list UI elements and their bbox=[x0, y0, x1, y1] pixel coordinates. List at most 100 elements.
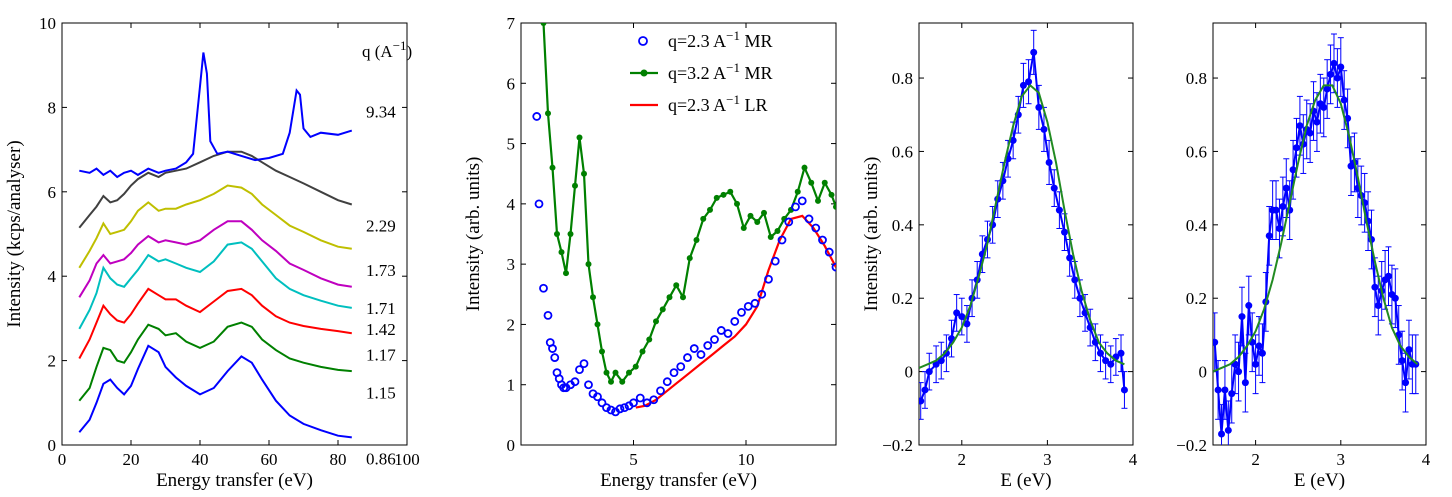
series-point-q23-mr bbox=[584, 380, 593, 390]
fit-line bbox=[919, 83, 1125, 369]
series-point-q23-mr bbox=[777, 235, 787, 245]
y-tick-label: 0 bbox=[905, 363, 914, 382]
x-tick-label: 5 bbox=[629, 450, 638, 469]
data-point bbox=[1218, 430, 1226, 438]
y-tick-label: −0.2 bbox=[1176, 436, 1207, 455]
data-point bbox=[919, 397, 925, 405]
data-point bbox=[1241, 379, 1249, 387]
series-point-q32-mr bbox=[686, 255, 693, 262]
data-point bbox=[942, 349, 950, 357]
y-axis-label: Intensity (arb. units) bbox=[861, 157, 882, 312]
data-point bbox=[1025, 78, 1033, 86]
series-point-q32-mr bbox=[828, 191, 835, 198]
axes-frame bbox=[1212, 22, 1427, 446]
series-point-q23-mr bbox=[550, 353, 560, 362]
series-point-q23-mr bbox=[824, 247, 834, 257]
series-point-q23-mr bbox=[716, 326, 726, 335]
series-label-q-1-71: 1.71 bbox=[366, 299, 396, 318]
data-point bbox=[1374, 302, 1382, 310]
data-point bbox=[1224, 426, 1232, 434]
series-point-q23-mr bbox=[629, 398, 638, 408]
data-point bbox=[1282, 184, 1290, 192]
series-point-q23-mr bbox=[811, 223, 821, 233]
data-point bbox=[1333, 74, 1341, 82]
data-point bbox=[1272, 206, 1280, 214]
series-point-q23-mr bbox=[723, 329, 733, 338]
data-point bbox=[1030, 48, 1038, 56]
series-point-q32-mr bbox=[603, 369, 610, 376]
x-tick-label: 0 bbox=[58, 450, 67, 469]
series-point-q32-mr bbox=[821, 179, 828, 186]
series-point-q23-mr bbox=[539, 283, 548, 293]
series-point-q32-mr bbox=[581, 170, 587, 177]
series-point-q32-mr bbox=[540, 23, 547, 26]
series-line-q23-lr bbox=[635, 214, 836, 409]
series-point-q32-mr bbox=[608, 378, 614, 385]
y-tick-label: 0.6 bbox=[892, 142, 913, 161]
series-point-q23-mr bbox=[757, 289, 767, 299]
data-point bbox=[921, 386, 929, 394]
data-point bbox=[1019, 81, 1027, 89]
series-point-q23-mr bbox=[689, 344, 699, 353]
y-tick-label: 6 bbox=[507, 74, 516, 93]
series-point-q23-mr bbox=[532, 112, 542, 121]
data-point bbox=[1107, 360, 1115, 368]
series-line-q-2-29 bbox=[78, 150, 353, 229]
series-point-q32-mr bbox=[619, 378, 626, 385]
panel-fit-right: 2 3 4 −0.2 0 0.2 0.4 0.6 0.8 E (eV) bbox=[1176, 22, 1431, 491]
y-tick-label: 1 bbox=[507, 376, 516, 395]
data-point bbox=[1330, 59, 1338, 67]
series-label-q-9-34: 9.34 bbox=[366, 103, 396, 122]
x-axis-label: Energy transfer (eV) bbox=[156, 470, 313, 491]
series-point-q23-mr bbox=[548, 344, 557, 353]
y-axis-label: Intensity (kcps/analyser) bbox=[4, 140, 25, 327]
data-point bbox=[1235, 368, 1243, 376]
y-tick-label: 8 bbox=[48, 98, 57, 117]
series-point-q23-mr bbox=[656, 386, 665, 396]
y-tick-label: 0.8 bbox=[892, 69, 913, 88]
series-point-q23-mr bbox=[743, 301, 753, 311]
y-tick-label: 4 bbox=[48, 267, 57, 286]
series-point-q32-mr bbox=[585, 261, 592, 268]
y-tick-label: 2 bbox=[48, 352, 57, 371]
series-point-q32-mr bbox=[767, 234, 774, 241]
data-point bbox=[1292, 144, 1300, 152]
series-point-q32-mr bbox=[549, 164, 556, 171]
series-label-q-1-42: 1.42 bbox=[366, 320, 396, 339]
data-point bbox=[1213, 338, 1219, 346]
y-tick-label: 3 bbox=[507, 255, 516, 274]
x-tick-label: 100 bbox=[394, 450, 420, 469]
series-point-q32-mr bbox=[653, 318, 659, 325]
x-tick-label: 2 bbox=[1251, 450, 1260, 469]
series-point-q23-mr bbox=[804, 214, 814, 224]
y-tick-label: 0.4 bbox=[892, 216, 914, 235]
series-point-q23-mr bbox=[770, 256, 780, 266]
data-point bbox=[1306, 129, 1314, 137]
data-point bbox=[1221, 386, 1229, 394]
series-point-q32-mr bbox=[707, 206, 713, 213]
data-point bbox=[1055, 206, 1063, 214]
series-label-q-1-15: 1.15 bbox=[366, 383, 396, 402]
series-point-q23-mr bbox=[543, 310, 553, 320]
series-point-q32-mr bbox=[659, 306, 666, 313]
data-point bbox=[1391, 294, 1399, 302]
data-point bbox=[1258, 349, 1266, 357]
series-point-q32-mr bbox=[774, 227, 781, 234]
series-point-q32-mr bbox=[594, 321, 601, 328]
y-tick-label: 7 bbox=[507, 14, 516, 33]
series-point-q23-mr bbox=[797, 196, 807, 206]
data-point bbox=[1327, 70, 1335, 78]
data-point bbox=[1102, 357, 1110, 365]
series-label-q-1-17: 1.17 bbox=[366, 345, 396, 364]
series-point-q32-mr bbox=[713, 194, 720, 201]
x-axis-label: E (eV) bbox=[1000, 470, 1051, 491]
series-point-q23-mr bbox=[635, 393, 645, 403]
series-point-q32-mr bbox=[590, 294, 596, 301]
series-point-q32-mr bbox=[545, 110, 551, 117]
data-point bbox=[1252, 360, 1260, 368]
data-point bbox=[1076, 294, 1084, 302]
y-tick-label: 5 bbox=[507, 135, 516, 154]
series-point-q23-mr bbox=[737, 307, 746, 317]
data-point bbox=[953, 309, 961, 317]
